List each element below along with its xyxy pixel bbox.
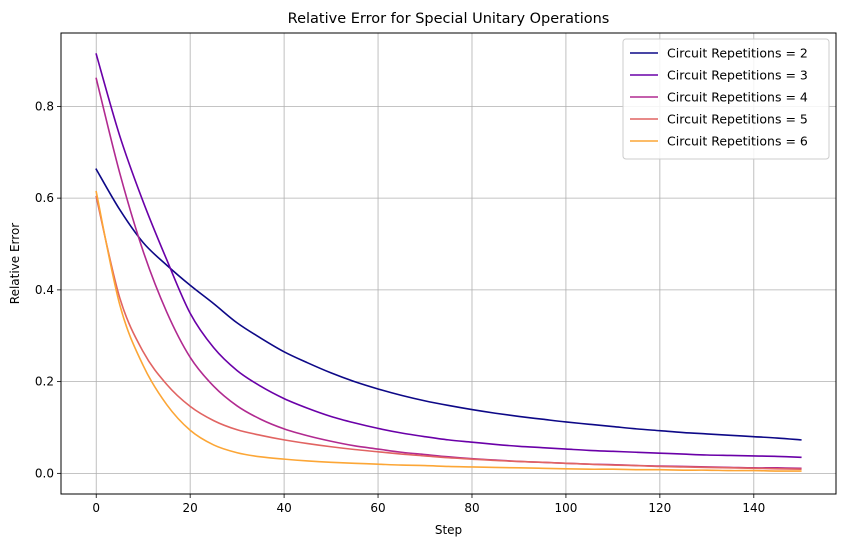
x-axis-label: Step xyxy=(435,523,462,537)
legend-label: Circuit Repetitions = 2 xyxy=(667,46,808,61)
x-tick-label: 140 xyxy=(742,501,765,515)
legend-label: Circuit Repetitions = 4 xyxy=(667,90,808,105)
x-tick-label: 20 xyxy=(183,501,198,515)
legend-label: Circuit Repetitions = 5 xyxy=(667,112,808,127)
y-tick-label: 0.8 xyxy=(35,99,54,113)
legend-label: Circuit Repetitions = 3 xyxy=(667,68,808,83)
series-line-5 xyxy=(95,190,802,472)
x-tick-label: 40 xyxy=(276,501,291,515)
legend-box xyxy=(622,38,830,160)
legend-label: Circuit Repetitions = 6 xyxy=(667,134,808,149)
plot-frame xyxy=(60,32,837,495)
x-tick-label: 100 xyxy=(554,501,577,515)
series-line-4 xyxy=(95,195,802,471)
y-tick-label: 0.6 xyxy=(35,191,54,205)
y-tick-label: 0.0 xyxy=(35,466,54,480)
legend: Circuit Repetitions = 2 Circuit Repetitio… xyxy=(622,38,830,160)
y-tick-label: 0.2 xyxy=(35,375,54,389)
x-tick-label: 120 xyxy=(648,501,671,515)
series-line-2 xyxy=(95,53,802,459)
chart-title: Relative Error for Special Unitary Opera… xyxy=(288,11,610,27)
x-tick-label: 0 xyxy=(92,501,100,515)
y-axis-label: Relative Error xyxy=(8,223,22,305)
series-lines xyxy=(95,53,802,472)
x-tick-label: 80 xyxy=(464,501,479,515)
axis-ticks: 0 20 40 60 80 100 120 140 0.0 0.2 0.4 0.6 0.8 xyxy=(35,99,765,515)
y-tick-label: 0.4 xyxy=(35,283,54,297)
x-tick-label: 60 xyxy=(370,501,385,515)
series-line-1 xyxy=(95,168,802,441)
